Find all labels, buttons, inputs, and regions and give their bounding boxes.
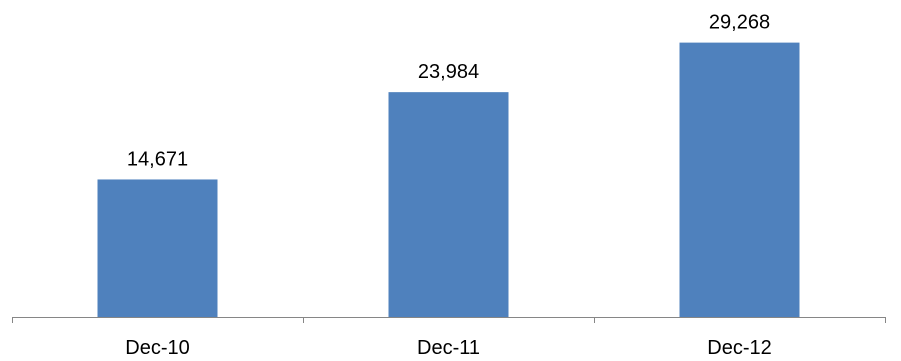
- x-tick-label-dec-12: Dec-12: [707, 337, 771, 359]
- data-label-dec-11: 23,984: [418, 61, 479, 83]
- x-tick-labels-group: Dec-10 Dec-11 Dec-12: [125, 337, 771, 359]
- bar-dec-11: [388, 92, 509, 318]
- data-label-dec-12: 29,268: [709, 12, 770, 34]
- bar-dec-10: [97, 179, 218, 317]
- data-label-dec-10: 14,671: [127, 148, 188, 170]
- bar-dec-12: [679, 42, 800, 318]
- x-axis: [12, 317, 886, 323]
- value-labels-group: 14,671 23,984 29,268: [127, 12, 770, 171]
- bars-group: [97, 42, 800, 318]
- x-tick-label-dec-11: Dec-11: [417, 337, 480, 359]
- x-tick-label-dec-10: Dec-10: [125, 337, 189, 359]
